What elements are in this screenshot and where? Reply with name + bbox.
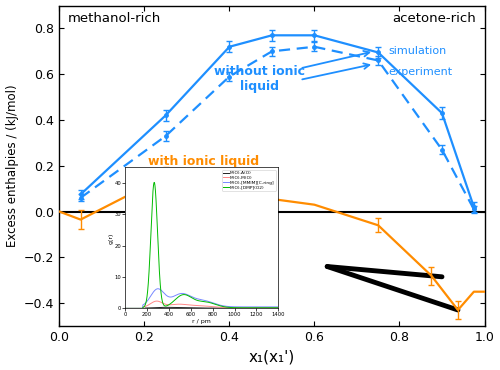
Text: simulation: simulation: [389, 46, 447, 56]
Text: with ionic liquid: with ionic liquid: [148, 155, 266, 195]
Y-axis label: Excess enthalpies / (kJ/mol): Excess enthalpies / (kJ/mol): [6, 84, 18, 247]
Text: without ionic
liquid: without ionic liquid: [214, 65, 304, 93]
X-axis label: x₁(x₁'): x₁(x₁'): [249, 349, 295, 364]
Text: experiment: experiment: [389, 67, 453, 77]
Text: acetone-rich: acetone-rich: [392, 12, 476, 25]
Text: methanol-rich: methanol-rich: [68, 12, 161, 25]
